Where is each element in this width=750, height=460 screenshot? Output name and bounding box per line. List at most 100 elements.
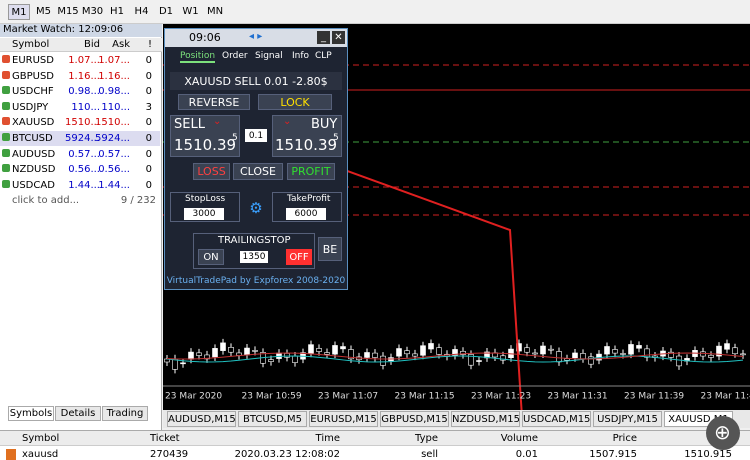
candle (540, 345, 546, 355)
timeframe-button[interactable]: M5 (36, 6, 51, 17)
pad-time: 09:06 (189, 31, 221, 44)
pad-tab[interactable]: Signal (255, 51, 283, 61)
timeframe-button[interactable]: H1 (110, 6, 124, 17)
bid-cell: 1.07... (68, 55, 100, 66)
candle (620, 353, 626, 355)
profit-button[interactable]: PROFIT (287, 163, 335, 180)
panel-tab[interactable]: Symbols (8, 406, 54, 421)
trade-cell: sell (421, 449, 438, 460)
loss-button[interactable]: LOSS (193, 163, 230, 180)
panel-tab[interactable]: Details (55, 406, 101, 421)
panel-tab[interactable]: Trading (102, 406, 148, 421)
timeframe-button[interactable]: M1 (8, 4, 30, 20)
trade-cell: 1510.915 (684, 449, 732, 460)
zoom-icon[interactable]: ⊕ (706, 416, 740, 450)
timeframe-button[interactable]: D1 (158, 6, 174, 17)
candle (324, 352, 330, 355)
lot-input[interactable]: 0.1 (245, 129, 267, 142)
minimize[interactable]: _ (317, 31, 330, 44)
header-row (0, 38, 162, 52)
candle (364, 352, 370, 358)
column-header: Price (612, 433, 637, 444)
ask-cell: 1.07... (98, 55, 130, 66)
timeframe-button[interactable]: MN (206, 6, 224, 17)
candle (700, 351, 706, 357)
market-watch: Market Watch: 12:09:06 Symbol Bid Ask! EURU… (0, 24, 162, 430)
chart-tab[interactable]: GBPUSD,M15 (380, 411, 449, 427)
alerts-cell: 0 (145, 148, 152, 160)
candle (396, 348, 402, 357)
pad-tab[interactable]: Order (222, 51, 248, 61)
time-label: 23 Mar 11:39 (624, 392, 684, 402)
time-label: 23 Mar 10:59 (242, 392, 302, 402)
chart-tab[interactable]: BTCUSD,M5 (238, 411, 307, 427)
candle (372, 352, 378, 358)
pad-arrows[interactable]: ◂ ▸ (249, 31, 263, 42)
symbol-icon (2, 179, 10, 188)
close-button[interactable]: CLOSE (233, 163, 283, 180)
add-symbol[interactable]: click to add... (12, 195, 80, 207)
on-button[interactable]: ON (198, 249, 224, 265)
trade-pad: 09:06 ◂ ▸ _ ✕ Position Order Signal Info CLP… (164, 28, 348, 290)
candle (484, 351, 490, 359)
timeframe-button[interactable]: W1 (182, 6, 199, 17)
alerts-cell: 0 (145, 55, 152, 66)
time-label: 23 Mar 11:07 (318, 392, 378, 402)
lock-button[interactable]: LOCK (258, 94, 332, 110)
column-header: Bid (84, 39, 100, 50)
column-header: ! (147, 39, 152, 50)
trailing-input[interactable]: 1350 (240, 251, 268, 263)
candle (420, 345, 426, 356)
be-button[interactable]: BE (318, 237, 342, 261)
candle (284, 353, 290, 358)
candle (516, 343, 522, 352)
column-header: Ask (112, 39, 130, 50)
candle (452, 349, 458, 356)
pad-tab[interactable]: Info (292, 51, 310, 61)
candle (468, 354, 474, 366)
stoploss-input[interactable]: 3000 (184, 208, 224, 220)
pad-tab[interactable]: Position (180, 51, 216, 63)
candle (708, 354, 714, 358)
takeprofit-box: TakeProfit 6000 (272, 192, 342, 222)
reverse-button[interactable]: REVERSE (178, 94, 250, 110)
close-pad[interactable]: ✕ (332, 31, 345, 44)
ask-cell: 0.98... (98, 86, 130, 98)
alerts-cell: 0 (145, 133, 152, 144)
candle (188, 351, 194, 360)
symbol-cell: USDCAD (12, 179, 55, 191)
timeframe-button[interactable]: H4 (134, 6, 149, 17)
pad-tab[interactable]: CLP (315, 51, 332, 61)
takeprofit-input[interactable]: 6000 (286, 208, 326, 220)
symbol-icon (2, 86, 10, 95)
timeframe-button[interactable]: M30 (81, 6, 104, 17)
chart-tab[interactable]: NZDUSD,M15 (451, 411, 520, 427)
candle (588, 356, 594, 365)
candle (220, 342, 226, 351)
chart-tab[interactable]: EURUSD,M15 (309, 411, 378, 427)
trade-cell: 270439 (150, 449, 189, 460)
symbol-icon (2, 117, 10, 126)
ask-cell: 5924... (95, 133, 130, 144)
candle (732, 347, 738, 355)
bid-cell: 1510... (65, 117, 100, 129)
candle (644, 348, 650, 358)
stoploss-box: StopLoss 3000 (170, 192, 240, 222)
chart-tab[interactable]: AUDUSD,M15 (167, 411, 236, 427)
chart-tabs: AUDUSD,M15 BTCUSD,M5 EURUSD,M15 GBPUSD,M15 N… (163, 410, 750, 428)
candle (268, 359, 274, 362)
settings-icon[interactable]: ⚙ (249, 199, 263, 217)
candle (332, 345, 338, 355)
row-highlight (0, 131, 160, 146)
bid-cell: 5924... (65, 133, 100, 144)
pad-tabs: Position Order Signal Info CLP (170, 51, 345, 65)
sell-label: SELL (174, 117, 205, 132)
chart-tab[interactable]: USDCAD,M15 (522, 411, 591, 427)
sell-button[interactable]: SELL ⌄ 1510.39 5 (170, 115, 240, 157)
chart-tab[interactable]: USDJPY,M15 (593, 411, 662, 427)
trade-cell: xauusd (22, 449, 59, 460)
timeframe-button[interactable]: M15 (57, 6, 79, 17)
off-button[interactable]: OFF (286, 249, 312, 265)
buy-button[interactable]: BUY ⌄ 1510.39 5 (272, 115, 342, 157)
